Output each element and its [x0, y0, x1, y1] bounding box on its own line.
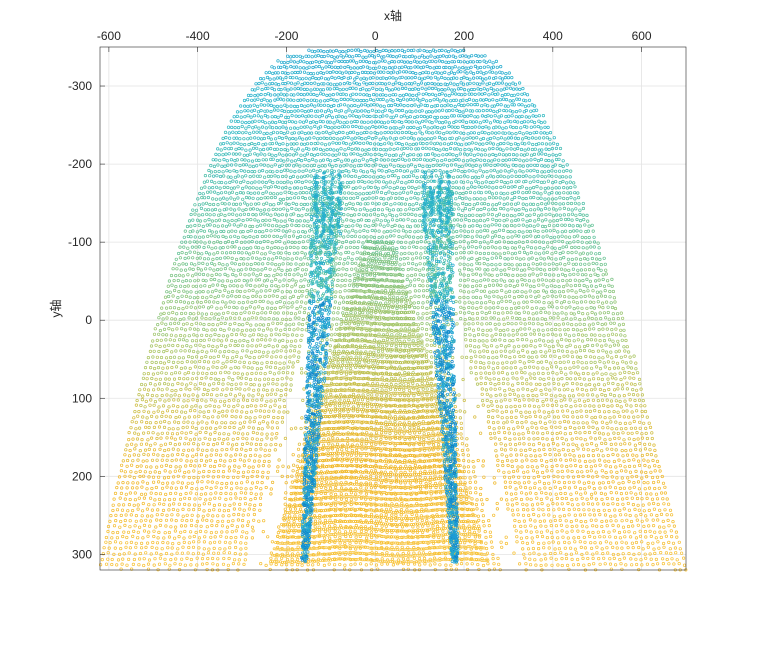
scatter-chart: -600-400-2000200400600-300-200-100010020… [0, 0, 759, 641]
figure: -600-400-2000200400600-300-200-100010020… [0, 0, 759, 641]
